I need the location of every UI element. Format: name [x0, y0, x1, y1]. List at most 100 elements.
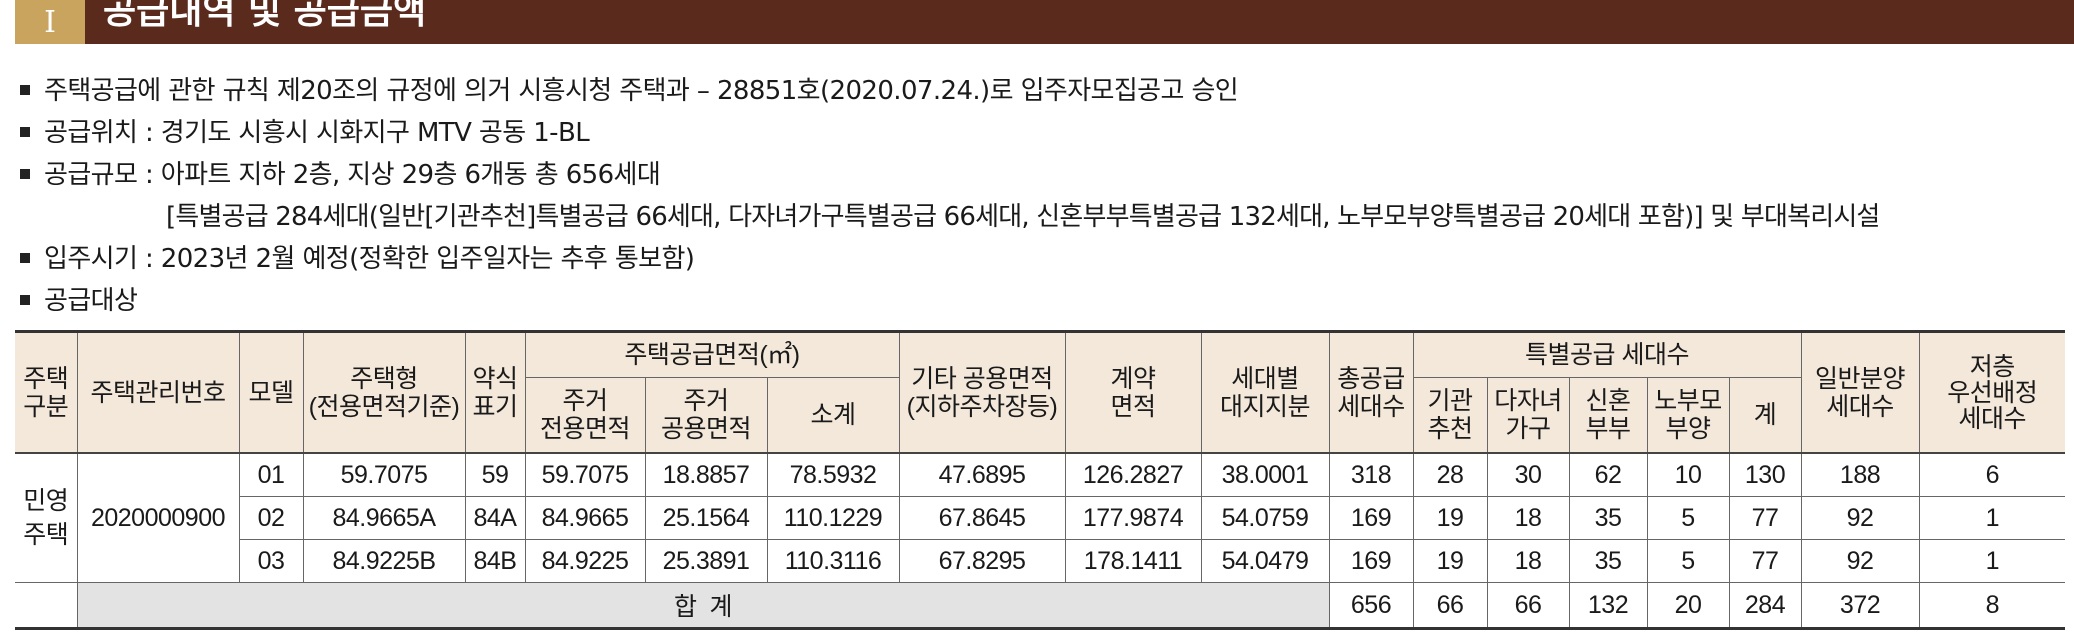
subtotal-cell: 110.1229 — [766, 496, 900, 540]
header-common-area: 주거 공용면적 — [644, 377, 768, 454]
bullet-supply-target: 공급대상 — [20, 280, 2060, 322]
table-subheader-row: 주거 전용면적 주거 공용면적 소계 기관 추천 다자녀 가구 신혼 부부 노부… — [15, 377, 2066, 454]
subtotal-cell: 110.3116 — [766, 539, 900, 583]
header-housing-type: 주택형 (전용면적기준) — [302, 331, 466, 454]
header-agency-recommended: 기관 추천 — [1412, 377, 1488, 454]
header-land-share: 세대별 대지지분 — [1200, 331, 1330, 454]
header-abbreviation: 약식 표기 — [464, 331, 526, 454]
multi-child-cell: 30 — [1486, 452, 1570, 497]
bullet-square-icon — [20, 126, 30, 137]
common-area-cell: 25.1564 — [644, 496, 768, 540]
multi-child-cell: 18 — [1486, 539, 1570, 583]
total-elderly-sum: 20 — [1646, 582, 1730, 629]
land-share-cell: 54.0479 — [1200, 539, 1330, 583]
other-common-cell: 67.8295 — [898, 539, 1066, 583]
header-elderly-parents: 노부모 부양 — [1646, 377, 1730, 454]
header-total-supply: 총공급 세대수 — [1328, 331, 1414, 454]
contract-area-cell: 126.2827 — [1064, 452, 1202, 497]
total-blank-cell — [15, 582, 78, 629]
common-area-cell: 18.8857 — [644, 452, 768, 497]
model-cell: 01 — [238, 452, 304, 497]
other-common-cell: 67.8645 — [898, 496, 1066, 540]
header-low-floor-priority: 저층 우선배정 세대수 — [1918, 331, 2066, 454]
contract-area-cell: 177.9874 — [1064, 496, 1202, 540]
table-row: 03 84.9225B 84B 84.9225 25.3891 110.3116… — [15, 539, 2066, 583]
land-share-cell: 38.0001 — [1200, 452, 1330, 497]
header-private-area: 주거 전용면적 — [525, 377, 646, 454]
special-sum-cell: 77 — [1728, 539, 1802, 583]
header-multi-child: 다자녀 가구 — [1486, 377, 1570, 454]
newlywed-cell: 62 — [1568, 452, 1648, 497]
bullet-square-icon — [20, 84, 30, 95]
total-supply-cell: 169 — [1328, 539, 1414, 583]
contract-area-cell: 178.1411 — [1064, 539, 1202, 583]
bullet-square-icon — [20, 294, 30, 305]
total-label: 합 계 — [76, 582, 1330, 629]
section-banner: I 공급내역 및 공급금액 — [15, 0, 2074, 44]
abbr-cell: 59 — [464, 452, 526, 497]
elderly-cell: 5 — [1646, 539, 1730, 583]
subtotal-cell: 78.5932 — [766, 452, 900, 497]
bullet-location: 공급위치 : 경기도 시흥시 시화지구 MTV 공동 1-BL — [20, 112, 2060, 154]
total-agency-sum: 66 — [1412, 582, 1488, 629]
newlywed-cell: 35 — [1568, 539, 1648, 583]
header-model: 모델 — [238, 331, 304, 454]
bullet-square-icon — [20, 168, 30, 179]
special-sum-cell: 77 — [1728, 496, 1802, 540]
elderly-cell: 5 — [1646, 496, 1730, 540]
general-sale-cell: 188 — [1800, 452, 1920, 497]
management-number-cell: 2020000900 — [76, 452, 240, 583]
housing-type-cell: 84.9225B — [302, 539, 466, 583]
agency-cell: 19 — [1412, 496, 1488, 540]
newlywed-cell: 35 — [1568, 496, 1648, 540]
private-area-cell: 59.7075 — [524, 452, 646, 497]
house-category-cell: 민영 주택 — [15, 452, 78, 583]
abbr-cell: 84B — [464, 539, 526, 583]
total-newlywed-sum: 132 — [1568, 582, 1648, 629]
header-house-category: 주택 구분 — [15, 331, 78, 454]
common-area-cell: 25.3891 — [644, 539, 768, 583]
total-multi-child-sum: 66 — [1486, 582, 1570, 629]
special-sum-cell: 130 — [1728, 452, 1802, 497]
bullet-square-icon — [20, 252, 30, 263]
section-title: 공급내역 및 공급금액 — [103, 0, 427, 32]
total-row: 합 계 656 66 66 132 20 284 372 8 — [15, 582, 2066, 629]
supply-table: 주택 구분 주택관리번호 모델 주택형 (전용면적기준) 약식 표기 주택공급면… — [15, 330, 2066, 630]
general-sale-cell: 92 — [1800, 539, 1920, 583]
header-management-number: 주택관리번호 — [76, 331, 240, 454]
housing-type-cell: 84.9665A — [302, 496, 466, 540]
header-supply-area: 주택공급면적(㎡) — [524, 331, 900, 378]
private-area-cell: 84.9665 — [524, 496, 646, 540]
bullet-list: 주택공급에 관한 규칙 제20조의 규정에 의거 시흥시청 주택과 – 2885… — [20, 70, 2060, 322]
section-number: I — [15, 0, 85, 44]
low-floor-cell: 1 — [1918, 539, 2066, 583]
table-row: 02 84.9665A 84A 84.9665 25.1564 110.1229… — [15, 496, 2066, 540]
agency-cell: 19 — [1412, 539, 1488, 583]
table-row: 민영 주택 2020000900 01 59.7075 59 59.7075 1… — [15, 452, 2066, 583]
agency-cell: 28 — [1412, 452, 1488, 497]
total-special-sum: 284 — [1728, 582, 1802, 629]
header-general-sale: 일반분양 세대수 — [1800, 331, 1920, 454]
elderly-cell: 10 — [1646, 452, 1730, 497]
private-area-cell: 84.9225 — [524, 539, 646, 583]
low-floor-cell: 1 — [1918, 496, 2066, 540]
header-special-sum: 계 — [1728, 377, 1802, 454]
header-subtotal: 소계 — [766, 377, 900, 454]
total-supply-cell: 169 — [1328, 496, 1414, 540]
abbr-cell: 84A — [464, 496, 526, 540]
table-header-row: 주택 구분 주택관리번호 모델 주택형 (전용면적기준) 약식 표기 주택공급면… — [15, 331, 2066, 454]
total-general-sum: 372 — [1800, 582, 1920, 629]
multi-child-cell: 18 — [1486, 496, 1570, 540]
total-supply-cell: 318 — [1328, 452, 1414, 497]
bullet-scale-detail: [특별공급 284세대(일반[기관추천]특별공급 66세대, 다자녀가구특별공급… — [166, 202, 1880, 232]
header-contract-area: 계약 면적 — [1064, 331, 1202, 454]
model-cell: 02 — [239, 496, 304, 540]
other-common-cell: 47.6895 — [898, 452, 1066, 497]
header-other-common-area: 기타 공용면적 (지하주차장등) — [898, 331, 1066, 454]
bullet-scale: 공급규모 : 아파트 지하 2층, 지상 29층 6개동 총 656세대 — [20, 154, 2060, 196]
model-cell: 03 — [239, 539, 304, 583]
total-low-floor-sum: 8 — [1918, 582, 2066, 629]
total-supply-sum: 656 — [1328, 582, 1414, 629]
header-newlywed: 신혼 부부 — [1568, 377, 1648, 454]
low-floor-cell: 6 — [1918, 452, 2066, 497]
